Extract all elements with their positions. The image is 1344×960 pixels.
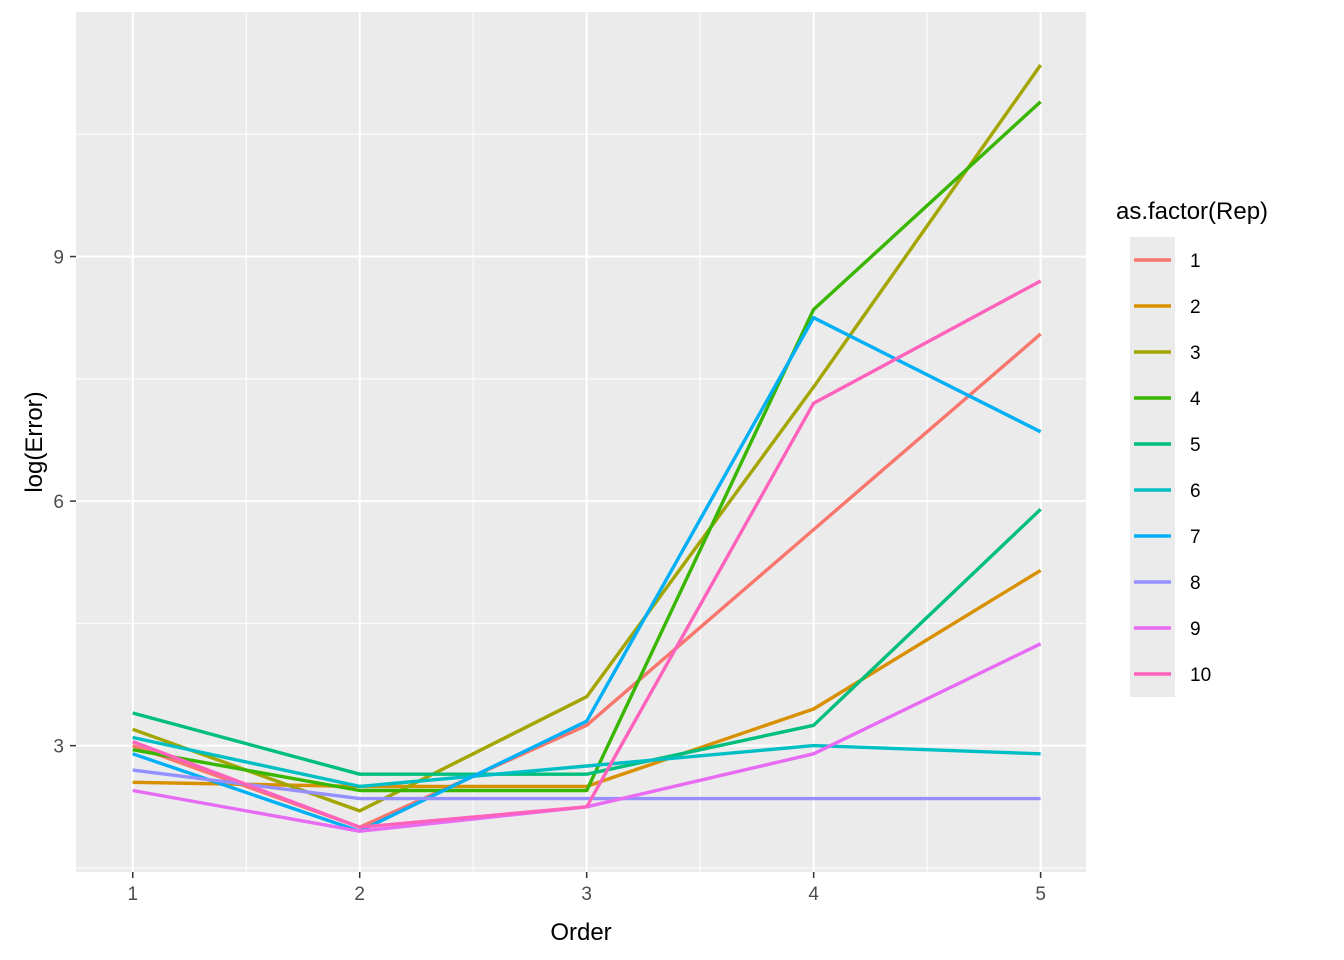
series-line-3 [132, 64, 1042, 813]
x-tick-label: 5 [1035, 884, 1046, 905]
y-tick-label: 3 [53, 737, 64, 758]
plot-panel [76, 12, 1086, 872]
legend-label-5: 5 [1190, 435, 1201, 456]
series-line-10 [132, 279, 1042, 829]
legend-label-2: 2 [1190, 297, 1201, 318]
series-line-8 [132, 768, 1041, 801]
series-line-5 [132, 508, 1042, 776]
legend-label-8: 8 [1190, 573, 1201, 594]
legend-label-7: 7 [1190, 527, 1201, 548]
y-tick-label: 6 [53, 492, 64, 513]
legend-label-3: 3 [1190, 343, 1201, 364]
legend: as.factor(Rep) 1 2 3 4 5 6 7 8 9 10 [1116, 198, 1268, 697]
x-tick-label: 2 [354, 884, 365, 905]
y-axis-title: log(Error) [21, 391, 48, 492]
grid-minor [76, 12, 1086, 872]
legend-label-6: 6 [1190, 481, 1201, 502]
y-tick-label: 9 [53, 248, 64, 269]
x-axis-title: Order [550, 919, 611, 946]
grid-major [76, 12, 1086, 872]
x-tick-label: 1 [127, 884, 138, 905]
legend-label-9: 9 [1190, 619, 1201, 640]
x-axis-ticks: 1 2 3 4 5 [127, 872, 1046, 905]
x-tick-label: 3 [581, 884, 592, 905]
legend-label-4: 4 [1190, 389, 1201, 410]
y-axis-ticks: 3 6 9 [53, 248, 76, 758]
legend-label-1: 1 [1190, 251, 1201, 272]
series-line-4 [132, 100, 1042, 793]
legend-items: 1 2 3 4 5 6 7 8 9 10 [1134, 251, 1211, 686]
series-line-6 [132, 735, 1041, 789]
x-tick-label: 4 [808, 884, 819, 905]
legend-key-background [1130, 237, 1175, 697]
legend-label-10: 10 [1190, 665, 1211, 686]
series-lines [132, 64, 1042, 833]
legend-title: as.factor(Rep) [1116, 198, 1268, 225]
series-line-7 [132, 316, 1042, 833]
